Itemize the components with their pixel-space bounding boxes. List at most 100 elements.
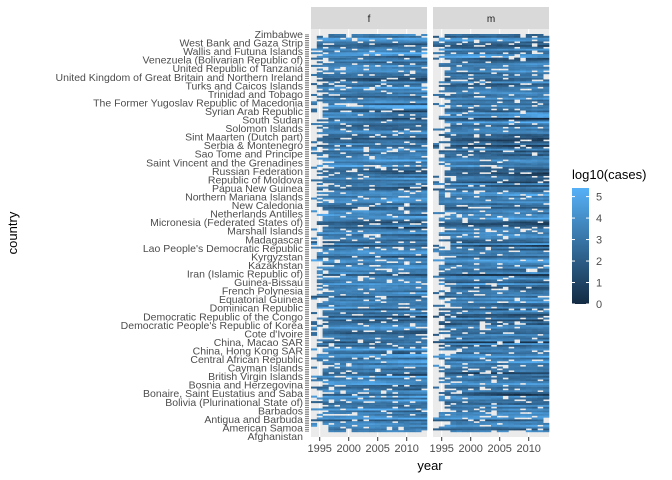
heatmap-cell xyxy=(398,155,405,158)
heatmap-cell xyxy=(322,273,329,276)
heatmap-cell xyxy=(334,161,341,164)
heatmap-cell xyxy=(531,328,538,331)
heatmap-cell xyxy=(398,153,405,156)
heatmap-cell xyxy=(525,339,532,342)
heatmap-cell xyxy=(369,159,376,162)
heatmap-cell xyxy=(363,332,370,335)
heatmap-cell xyxy=(328,81,335,84)
heatmap-cell xyxy=(415,290,422,293)
heatmap-cell xyxy=(403,297,410,300)
heatmap-cell xyxy=(345,81,352,84)
heatmap-cell xyxy=(369,292,376,295)
heatmap-cell xyxy=(479,302,486,305)
heatmap-cell xyxy=(438,353,445,356)
heatmap-cell xyxy=(351,106,358,109)
heatmap-cell xyxy=(514,368,521,371)
heatmap-cell xyxy=(374,328,381,331)
heatmap-cell xyxy=(328,57,335,60)
heatmap-cell xyxy=(322,230,329,233)
heatmap-cell xyxy=(357,308,364,311)
heatmap-cell xyxy=(374,170,381,173)
heatmap-cell xyxy=(386,264,393,267)
heatmap-cell xyxy=(334,150,341,153)
heatmap-cell xyxy=(520,279,527,282)
heatmap-cell xyxy=(392,213,399,216)
heatmap-cell xyxy=(520,328,527,331)
heatmap-cell xyxy=(357,312,364,315)
heatmap-cell xyxy=(421,57,428,60)
heatmap-cell xyxy=(415,126,422,129)
heatmap-cell xyxy=(351,230,358,233)
heatmap-cell xyxy=(328,206,335,209)
heatmap-cell xyxy=(421,257,428,260)
heatmap-cell xyxy=(543,304,550,307)
heatmap-cell xyxy=(520,268,527,271)
heatmap-cell xyxy=(386,137,393,140)
heatmap-cell xyxy=(386,90,393,93)
heatmap-cell xyxy=(392,173,399,176)
heatmap-cell xyxy=(316,397,323,400)
heatmap-cell xyxy=(462,301,469,304)
heatmap-cell xyxy=(340,64,347,67)
heatmap-cell xyxy=(351,195,358,198)
heatmap-cell xyxy=(398,364,405,367)
heatmap-cell xyxy=(543,384,550,387)
heatmap-cell xyxy=(421,103,428,106)
heatmap-cell xyxy=(409,361,416,364)
heatmap-cell xyxy=(357,128,364,131)
heatmap-cell xyxy=(403,61,410,64)
heatmap-cell xyxy=(462,335,469,338)
heatmap-cell xyxy=(421,195,428,198)
heatmap-cell xyxy=(473,288,480,291)
heatmap-cell xyxy=(421,179,428,182)
heatmap-cell xyxy=(462,393,469,396)
heatmap-cell xyxy=(531,330,538,333)
heatmap-cell xyxy=(345,133,352,136)
heatmap-cell xyxy=(467,335,474,338)
heatmap-cell xyxy=(415,364,422,367)
heatmap-cell xyxy=(345,350,352,353)
heatmap-cell xyxy=(334,206,341,209)
heatmap-cell xyxy=(456,393,463,396)
heatmap-cell xyxy=(392,137,399,140)
heatmap-cell xyxy=(520,297,527,300)
heatmap-cell xyxy=(491,370,498,373)
heatmap-cell xyxy=(386,166,393,169)
heatmap-cell xyxy=(409,397,416,400)
heatmap-cell xyxy=(374,195,381,198)
heatmap-cell xyxy=(369,168,376,171)
heatmap-cell xyxy=(386,153,393,156)
heatmap-cell xyxy=(467,408,474,411)
heatmap-cell xyxy=(316,281,323,284)
heatmap-cell xyxy=(485,422,492,425)
heatmap-cell xyxy=(334,372,341,375)
heatmap-cell xyxy=(409,144,416,147)
heatmap-cell xyxy=(502,330,509,333)
heatmap-cell xyxy=(543,342,550,345)
heatmap-cell xyxy=(357,426,364,429)
heatmap-cell xyxy=(537,275,544,278)
heatmap-cell xyxy=(392,297,399,300)
heatmap-cell xyxy=(369,386,376,389)
heatmap-cell xyxy=(357,301,364,304)
heatmap-cell xyxy=(415,399,422,402)
heatmap-cell xyxy=(386,34,393,37)
heatmap-cell xyxy=(328,90,335,93)
heatmap-cell xyxy=(392,233,399,236)
heatmap-cell xyxy=(491,401,498,404)
heatmap-cell xyxy=(363,99,370,102)
heatmap-cell xyxy=(415,175,422,178)
heatmap-cell xyxy=(322,233,329,236)
heatmap-cell xyxy=(328,330,335,333)
heatmap-cell xyxy=(456,428,463,431)
heatmap-cell xyxy=(403,239,410,242)
heatmap-cell xyxy=(351,215,358,218)
heatmap-cell xyxy=(374,112,381,115)
heatmap-cell xyxy=(421,243,428,246)
heatmap-cell xyxy=(369,139,376,142)
heatmap-cell xyxy=(421,206,428,209)
heatmap-cell xyxy=(386,299,393,302)
heatmap-cell xyxy=(514,406,521,409)
heatmap-cell xyxy=(409,164,416,167)
heatmap-cell xyxy=(328,84,335,87)
